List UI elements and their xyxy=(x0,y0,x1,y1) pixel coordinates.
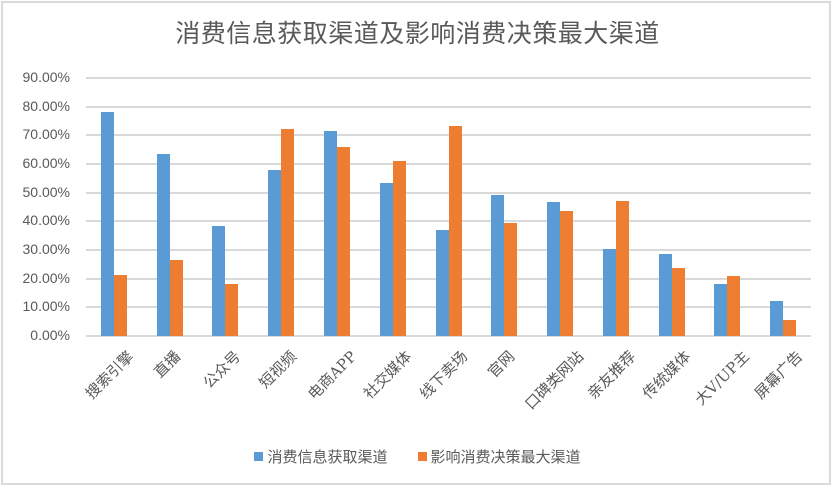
bar-decision-channel[interactable] xyxy=(783,319,797,336)
gridline xyxy=(86,105,811,108)
y-tick-label: 50.00% xyxy=(22,183,70,200)
bar-decision-channel[interactable] xyxy=(560,211,574,336)
bar-info-channel[interactable] xyxy=(602,249,616,336)
bar-decision-channel[interactable] xyxy=(113,274,127,336)
legend-item-decision-channel[interactable]: 影响消费决策最大渠道 xyxy=(417,446,581,467)
bar-decision-channel[interactable] xyxy=(615,200,629,336)
y-tick-label: 20.00% xyxy=(22,269,70,286)
bar-info-channel[interactable] xyxy=(268,170,282,336)
gridline xyxy=(86,335,811,337)
bar-decision-channel[interactable] xyxy=(671,268,685,336)
y-tick-label: 10.00% xyxy=(22,298,70,315)
y-tick-label: 90.00% xyxy=(22,69,70,85)
bar-decision-channel[interactable] xyxy=(281,128,295,336)
legend-label: 影响消费决策最大渠道 xyxy=(430,448,581,466)
legend-label: 消费信息获取渠道 xyxy=(267,448,388,466)
bar-decision-channel[interactable] xyxy=(225,283,239,336)
bar-info-channel[interactable] xyxy=(323,130,337,336)
bar-info-channel[interactable] xyxy=(212,226,226,336)
legend-item-info-channel[interactable]: 消费信息获取渠道 xyxy=(254,446,388,467)
bar-info-channel[interactable] xyxy=(379,183,393,336)
y-tick-label: 70.00% xyxy=(22,126,70,143)
y-tick-label: 80.00% xyxy=(22,97,70,114)
y-tick-label: 60.00% xyxy=(22,155,70,171)
y-tick-label: 40.00% xyxy=(22,212,70,229)
y-tick-label: 30.00% xyxy=(22,241,70,257)
bar-info-channel[interactable] xyxy=(658,254,672,336)
bar-info-channel[interactable] xyxy=(770,301,784,336)
bar-decision-channel[interactable] xyxy=(448,125,462,336)
legend: 消费信息获取渠道 影响消费决策最大渠道 xyxy=(0,446,835,467)
bar-decision-channel[interactable] xyxy=(504,222,518,336)
bar-info-channel[interactable] xyxy=(435,229,449,336)
legend-swatch-blue xyxy=(254,452,264,461)
bar-info-channel[interactable] xyxy=(547,201,561,336)
bar-decision-channel[interactable] xyxy=(336,147,350,336)
bar-info-channel[interactable] xyxy=(714,283,728,336)
bar-decision-channel[interactable] xyxy=(169,260,183,336)
legend-swatch-orange xyxy=(417,452,427,461)
gridline xyxy=(86,77,811,79)
bar-decision-channel[interactable] xyxy=(727,275,741,336)
bar-decision-channel[interactable] xyxy=(392,161,406,336)
plot-area xyxy=(86,77,811,337)
bar-info-channel[interactable] xyxy=(156,153,170,336)
chart-title: 消费信息获取渠道及影响消费决策最大渠道 xyxy=(175,19,660,48)
y-tick-label: 0.00% xyxy=(30,327,70,343)
bar-info-channel[interactable] xyxy=(491,194,505,336)
bar-info-channel[interactable] xyxy=(100,111,114,336)
